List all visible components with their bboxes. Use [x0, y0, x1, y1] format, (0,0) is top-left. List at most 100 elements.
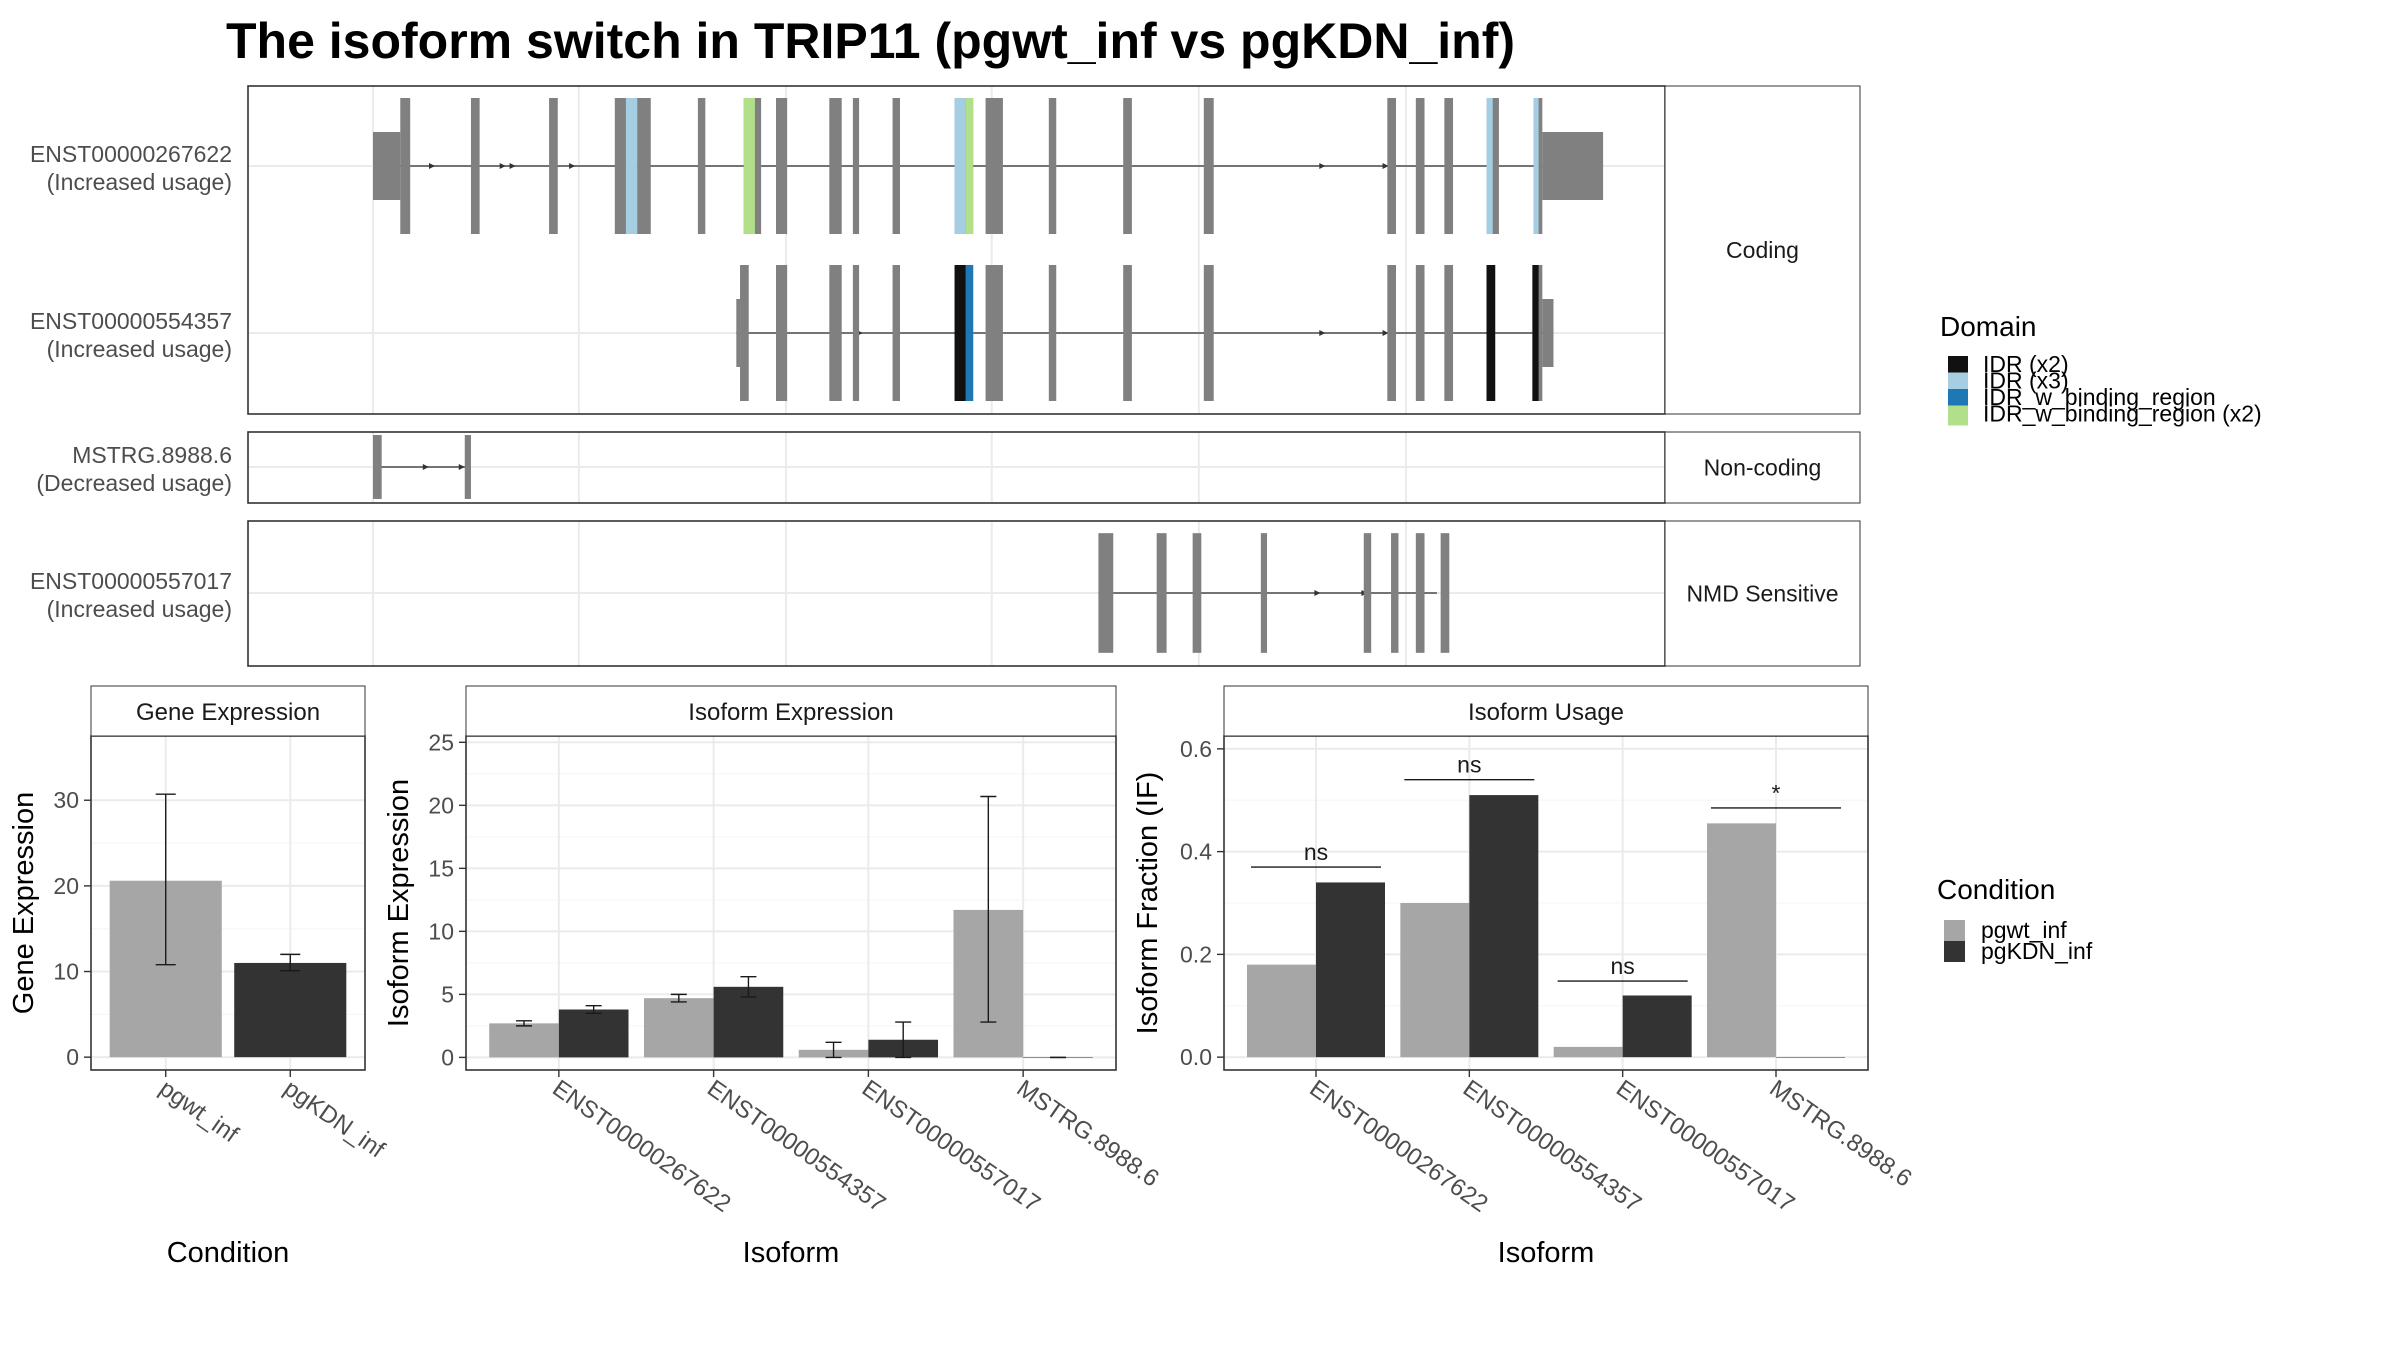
domain-legend-title: Domain	[1940, 311, 2036, 342]
y-tick-label: 20	[428, 792, 454, 818]
exon-block	[1415, 533, 1425, 653]
chart-strip-title: Isoform Expression	[688, 699, 893, 726]
y-tick-label: 10	[53, 959, 79, 985]
exon-block	[892, 265, 900, 401]
exon-block	[1444, 98, 1454, 234]
figure-title: The isoform switch in TRIP11 (pgwt_inf v…	[226, 13, 1515, 69]
exon-block	[1260, 533, 1268, 653]
domain-legend-label: IDR (x3)	[1983, 368, 2069, 394]
significance-label: ns	[1611, 953, 1635, 979]
group-strip-label: NMD Sensitive	[1686, 581, 1838, 607]
condition-legend-key	[1944, 941, 1965, 962]
exon-block	[1048, 265, 1057, 401]
strand-arrow	[1314, 590, 1321, 596]
strand-arrow	[1382, 330, 1389, 336]
transcript-id-label: ENST00000267622	[30, 141, 232, 167]
bar	[1469, 795, 1539, 1058]
exon-block	[776, 265, 788, 401]
exon-block	[697, 98, 706, 234]
chart-strip-title: Isoform Usage	[1468, 699, 1624, 726]
transcript-usage-label: (Increased usage)	[47, 596, 232, 622]
exon-block	[1123, 265, 1132, 401]
exon-block	[776, 98, 788, 234]
exon-block	[1387, 98, 1396, 234]
x-axis-title: Isoform	[743, 1237, 840, 1269]
exon-block	[1203, 98, 1214, 234]
bar	[713, 986, 784, 1058]
bar	[1247, 964, 1316, 1058]
group-strip-label: Coding	[1726, 237, 1799, 263]
transcript-usage-label: (Decreased usage)	[36, 470, 232, 496]
transcript-id-label: ENST00000554357	[30, 308, 232, 334]
chart-strip	[465, 685, 1117, 737]
significance-label: *	[1772, 780, 1781, 806]
transcript-track-MSTRG.8988.6	[373, 435, 471, 499]
bar	[1622, 995, 1692, 1058]
strand-arrow	[1382, 163, 1389, 169]
bar	[643, 998, 714, 1058]
bar	[1707, 823, 1776, 1058]
domain-block	[1532, 265, 1539, 401]
domain-block	[1533, 98, 1539, 234]
structure-panel-2: MSTRG.8988.6(Decreased usage) Non-coding	[36, 431, 1861, 504]
significance-label: ns	[1457, 752, 1481, 778]
y-tick-label: 0.2	[1180, 941, 1212, 967]
y-tick-label: 0	[66, 1044, 79, 1070]
y-tick-label: 20	[53, 873, 79, 899]
strand-arrow	[458, 464, 465, 470]
exon-block	[637, 98, 651, 234]
bar	[1553, 1046, 1623, 1058]
y-tick-label: 0.4	[1180, 839, 1212, 865]
domain-block	[954, 98, 966, 234]
utr-block	[1542, 132, 1604, 200]
group-strip-label: Non-coding	[1704, 455, 1822, 481]
exon-block	[464, 435, 471, 499]
x-axis-title: Condition	[167, 1237, 290, 1269]
utr-block	[1542, 299, 1554, 367]
y-tick-label: 0.6	[1180, 736, 1212, 762]
exon-block	[400, 98, 411, 234]
transcript-track-ENST00000554357	[736, 265, 1554, 401]
bar	[558, 1009, 629, 1058]
chart-strip	[90, 685, 366, 737]
exon-block	[985, 265, 1003, 401]
domain-legend-label: IDR (x2)	[1983, 351, 2069, 377]
y-tick-label: 10	[428, 918, 454, 944]
domain-block	[965, 265, 974, 401]
domain-block	[954, 265, 966, 401]
y-tick-label: 25	[428, 729, 454, 755]
group-strip	[1664, 85, 1861, 415]
bar	[1400, 903, 1470, 1058]
y-tick-label: 5	[441, 981, 454, 1007]
structure-panel-1: ENST00000267622(Increased usage) ENST0000…	[30, 85, 1861, 415]
exon-block	[829, 98, 842, 234]
domain-block	[625, 98, 638, 234]
strand-arrow	[499, 163, 506, 169]
strand-arrow	[509, 163, 516, 169]
transcript-track-ENST00000267622	[373, 98, 1604, 234]
y-tick-label: 0.0	[1180, 1044, 1212, 1070]
domain-legend: Domain IDR (x2)IDR (x3)IDR_w_binding_reg…	[1940, 311, 2262, 427]
transcript-id-label: ENST00000557017	[30, 568, 232, 594]
y-tick-label: 15	[428, 855, 454, 881]
significance-label: ns	[1304, 839, 1328, 865]
strand-arrow	[1319, 330, 1326, 336]
transcript-structure-area: ENST00000267622(Increased usage)ENST0000…	[30, 85, 1861, 667]
utr-block	[373, 132, 401, 200]
exon-block	[852, 98, 860, 234]
exon-block	[1440, 533, 1450, 653]
chart-strip	[1223, 685, 1869, 737]
y-tick-label: 0	[441, 1044, 454, 1070]
condition-legend-label: pgKDN_inf	[1981, 938, 2093, 964]
domain-legend-label: IDR_w_binding_region	[1983, 384, 2216, 410]
domain-block	[1486, 265, 1496, 401]
y-tick-label: 30	[53, 787, 79, 813]
exon-block	[1415, 265, 1425, 401]
exon-block	[1048, 98, 1057, 234]
strand-arrow	[1319, 163, 1326, 169]
transcript-usage-label: (Increased usage)	[47, 169, 232, 195]
domain-legend-label: IDR_w_binding_region (x2)	[1983, 401, 2262, 427]
y-axis-title: Isoform Expression	[383, 779, 415, 1027]
